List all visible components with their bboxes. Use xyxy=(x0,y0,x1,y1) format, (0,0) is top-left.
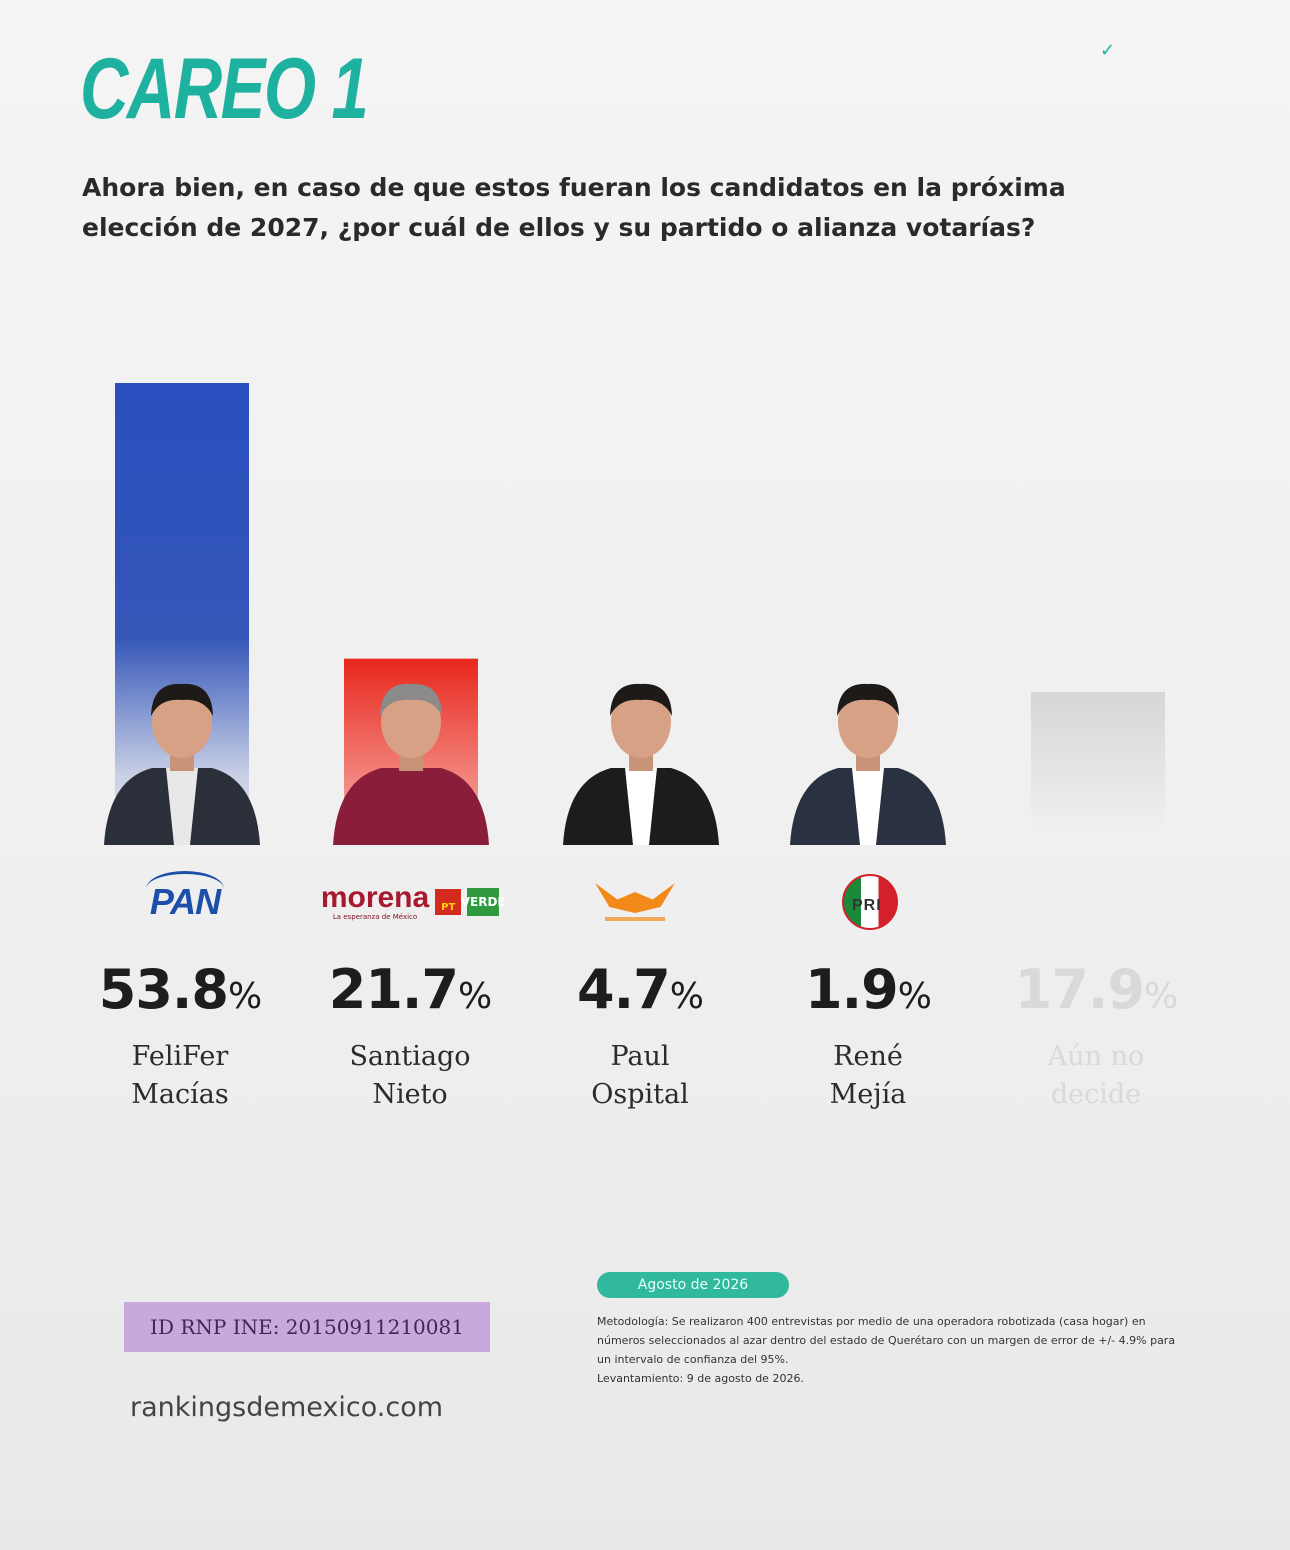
survey-question: Ahora bien, en caso de que estos fueran … xyxy=(82,173,1066,242)
mc-logo xyxy=(585,872,685,932)
methodology-text: Metodología: Se realizaron 400 entrevist… xyxy=(597,1315,1176,1385)
pt-logo: PT xyxy=(435,889,462,915)
bar-5 xyxy=(1031,692,1165,832)
candidate-photo-1 xyxy=(104,683,260,845)
value-label-2: 21.7% xyxy=(328,958,492,1021)
candidate-name-5: Aún no decide xyxy=(1047,1041,1145,1110)
rnp-id-badge: ID RNP INE: 20150911210081 xyxy=(124,1302,490,1352)
morena-alliance-logo: morena La esperanza de México PT VERDE xyxy=(300,872,520,932)
website-link[interactable]: rankingsdemexico.com xyxy=(130,1392,444,1423)
value-label-3: 4.7% xyxy=(577,958,704,1021)
pri-logo: PRI xyxy=(830,872,910,932)
candidate-name-1: FeliFer Macías xyxy=(131,1041,229,1110)
check-icon: ✓ xyxy=(1100,40,1116,61)
pri-logo-text: PRI xyxy=(852,897,882,914)
candidate-name-2: Santiago Nieto xyxy=(349,1041,471,1110)
page-title: CAREO 1 xyxy=(80,41,369,137)
value-label-1: 53.8% xyxy=(98,958,262,1021)
candidate-name-4: René Mejía xyxy=(829,1041,907,1110)
eagle-icon xyxy=(595,883,675,913)
value-label-5: 17.9% xyxy=(1014,958,1178,1021)
date-badge: Agosto de 2026 xyxy=(597,1272,789,1298)
value-label-4: 1.9% xyxy=(805,958,932,1021)
verde-logo: VERDE xyxy=(461,888,506,916)
candidate-photo-3 xyxy=(563,683,719,845)
candidate-photo-2 xyxy=(333,683,489,845)
morena-logo-text: morena xyxy=(320,880,430,914)
candidate-name-3: Paul Ospital xyxy=(591,1041,689,1110)
morena-logo-subtitle: La esperanza de México xyxy=(332,912,418,921)
candidate-photo-4 xyxy=(790,683,946,845)
pan-logo: PAN xyxy=(120,871,250,932)
